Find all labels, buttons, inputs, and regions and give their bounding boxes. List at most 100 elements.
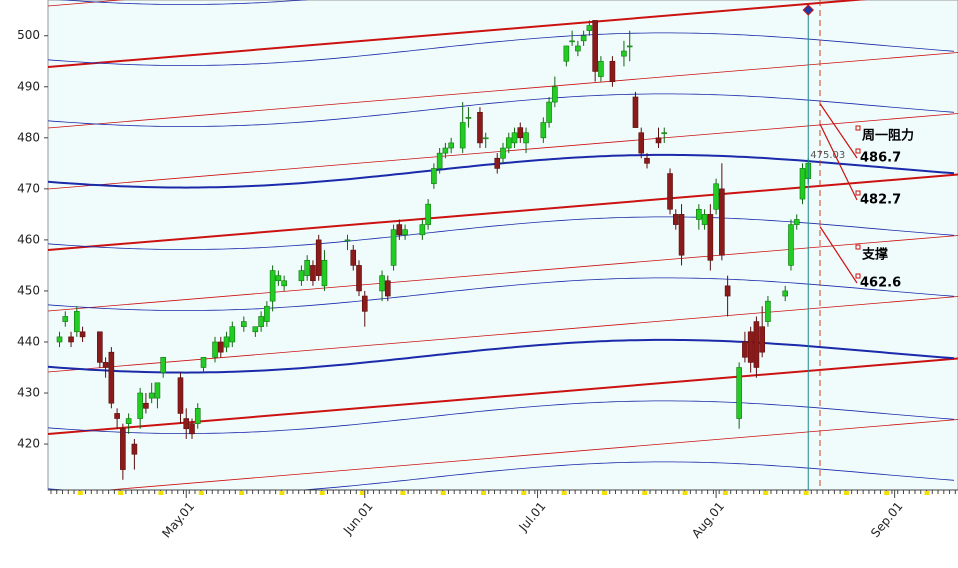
candle-body [759,326,765,353]
week-marker [440,491,446,495]
week-marker [77,491,83,495]
candle-body [252,326,259,333]
level-label: 482.7 [860,193,901,208]
x-tick-label: May.01 [159,499,197,540]
candle-body [390,229,397,266]
y-tick-label: 500 [17,28,40,42]
candle-body [511,132,518,144]
candle-body [321,260,328,287]
candle-body [102,362,109,368]
candle-body [114,413,120,419]
candle-body [269,270,276,302]
candle-body [79,331,86,338]
candle-body [298,270,305,282]
week-marker [924,491,930,495]
level-connector [819,123,858,201]
week-marker [239,491,245,495]
channel-line [48,52,958,129]
candles [56,20,812,480]
candle-body [396,224,403,236]
x-tick-label: Jun.01 [340,499,376,538]
candle-body [742,341,748,358]
level-marker [855,148,861,154]
candle-body [696,208,702,220]
candle-body [592,20,598,72]
cycle-line [48,338,955,374]
candle-body [747,331,754,363]
candle-body [477,111,483,144]
cycle-line [48,400,955,435]
candle-body [131,443,138,455]
last-bar-marker [802,4,814,16]
candle-body [241,321,247,327]
candle-body [137,392,143,419]
week-marker [158,491,164,495]
cycle-line [48,277,955,312]
candle-body [310,265,316,282]
candle-body [644,157,650,164]
candle-body [217,341,224,353]
candle-body [661,132,668,135]
candle-body [385,280,391,297]
candle-body [125,418,132,424]
candle-body [361,295,368,312]
candle-body [160,356,166,373]
candle-body [264,305,270,322]
y-tick-label: 460 [17,232,40,246]
candle-body [609,60,616,82]
week-marker [198,491,204,495]
x-tick-label: Aug.01 [689,499,727,541]
level-marker [855,273,861,279]
cycle-line [48,153,955,189]
candle-body [56,336,63,343]
candle-body [350,249,357,266]
y-tick-label: 440 [17,334,40,348]
candle-body [788,224,794,266]
candle-body [672,214,679,225]
candle-body [442,147,449,154]
week-marker [118,491,124,495]
week-marker [279,491,285,495]
plot-area [47,0,958,491]
channel-line [48,0,868,68]
candle-body [638,132,645,154]
candle-body [765,300,771,322]
candle-body [108,351,115,404]
candle-body [799,168,806,200]
y-tick-label: 430 [17,386,40,400]
level-marker [855,244,861,250]
level-marker [855,125,861,131]
candle-body [569,40,575,43]
week-marker [884,491,890,495]
week-marker [481,491,486,495]
week-marker [400,491,406,495]
channel-line [103,419,958,490]
candle-body [546,101,552,123]
level-connector [819,103,858,159]
week-marker [360,491,366,495]
candle-body [183,418,190,430]
week-marker [601,491,607,495]
candle-body [598,60,604,77]
support-label: 支撑 [861,247,888,263]
candle-body [148,392,155,399]
week-marker [521,491,527,495]
candle-body [500,147,506,159]
y-tick-label: 490 [17,79,40,93]
candle-body [724,285,731,297]
candle-body [431,168,437,185]
y-tick-label: 420 [17,437,40,451]
week-marker [682,491,688,495]
week-marker [319,491,325,495]
candle-body [626,45,633,48]
level-label: 462.6 [860,276,901,291]
candle-body [425,203,431,225]
candle-body [678,214,685,256]
candle-body [315,239,322,276]
candle-body [459,122,466,149]
candle-body [379,275,385,292]
candle-body [782,290,789,297]
candle-body [229,326,236,343]
candle-body [736,367,742,419]
